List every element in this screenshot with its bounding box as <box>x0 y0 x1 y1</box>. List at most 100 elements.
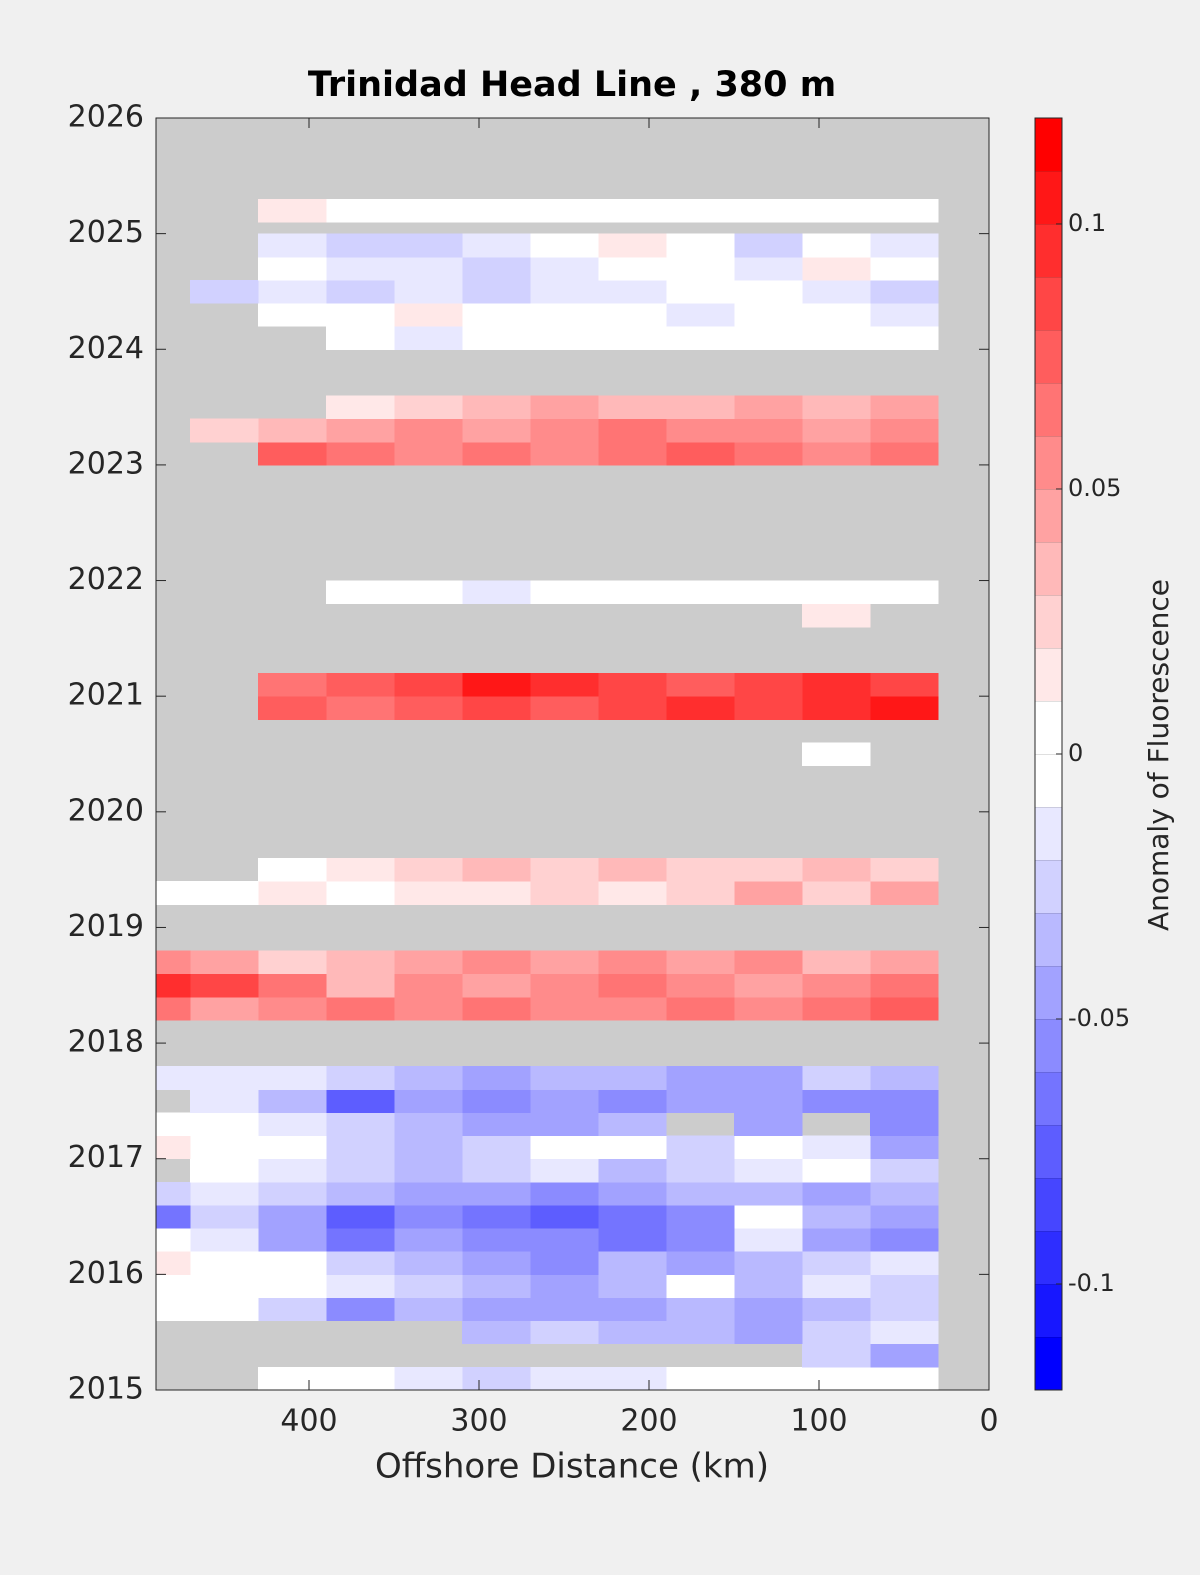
contour-cell <box>870 973 939 998</box>
y-tick-label: 2018 <box>68 1025 144 1060</box>
contour-cell <box>666 326 735 350</box>
contour-cell <box>258 881 327 905</box>
contour-cell <box>462 973 531 998</box>
contour-cell <box>734 1366 803 1390</box>
contour-cell <box>734 279 803 304</box>
contour-cell <box>258 950 327 975</box>
colorbar-band <box>1035 1019 1062 1072</box>
contour-cell <box>258 303 327 327</box>
contour-cell <box>530 233 599 258</box>
contour-cell <box>326 950 395 975</box>
contour-cell <box>666 233 735 258</box>
contour-cell <box>734 395 803 420</box>
contour-cell <box>666 1204 735 1229</box>
contour-cell <box>326 1251 395 1275</box>
contour-cell <box>258 1366 327 1390</box>
contour-cell <box>190 279 259 304</box>
colorbar-band <box>1035 542 1062 595</box>
contour-cell <box>326 1297 395 1322</box>
contour-cell <box>802 279 871 304</box>
y-tick-label: 2023 <box>68 446 144 481</box>
contour-cell <box>870 1181 939 1206</box>
contour-cell <box>666 673 735 697</box>
colorbar-tick-label: 0 <box>1068 739 1083 767</box>
contour-cell <box>598 1228 667 1252</box>
colorbar-band <box>1035 1072 1062 1125</box>
contour-cell <box>666 881 735 905</box>
colorbar-tick-label: -0.05 <box>1068 1004 1130 1032</box>
contour-cell <box>530 326 599 350</box>
contour-cell <box>394 881 463 905</box>
x-axis-label: Offshore Distance (km) <box>375 1447 769 1487</box>
contour-cell <box>530 881 599 905</box>
contour-cell <box>156 1135 191 1160</box>
contour-cell <box>462 1066 531 1090</box>
contour-cell <box>802 326 871 350</box>
contour-cell <box>462 326 531 350</box>
contour-cell <box>802 742 871 767</box>
contour-cell <box>530 303 599 327</box>
contour-cell <box>326 1181 395 1206</box>
colorbar-band <box>1035 595 1062 648</box>
contour-cell <box>190 950 259 975</box>
colorbar-band <box>1035 701 1062 754</box>
contour-cell <box>666 1251 735 1275</box>
contour-cell <box>394 441 463 466</box>
contour-cell <box>258 198 327 223</box>
contour-cell <box>666 1158 735 1183</box>
contour-cell <box>870 303 939 327</box>
contour-cell <box>734 1181 803 1206</box>
contour-cell <box>530 1135 599 1160</box>
contour-cell <box>394 233 463 258</box>
contour-cell <box>802 418 871 443</box>
contour-cell <box>190 1204 259 1229</box>
contour-cell <box>598 973 667 998</box>
contour-cell <box>258 418 327 443</box>
contour-cell <box>394 1066 463 1090</box>
contour-cell <box>734 418 803 443</box>
contour-cell <box>530 1366 599 1390</box>
contour-cell <box>394 279 463 304</box>
contour-cell <box>394 395 463 420</box>
contour-cell <box>190 1297 259 1322</box>
contour-cell <box>734 973 803 998</box>
contour-cell <box>598 1066 667 1090</box>
contour-cell <box>802 858 871 882</box>
colorbar-tick-label: 0.05 <box>1068 474 1121 502</box>
contour-cell <box>666 996 735 1021</box>
contour-cell <box>598 441 667 466</box>
contour-cell <box>870 441 939 466</box>
contour-cell <box>734 1066 803 1090</box>
contour-cell <box>156 881 191 905</box>
contour-cell <box>530 1066 599 1090</box>
contour-cell <box>802 1320 871 1345</box>
contour-cell <box>326 418 395 443</box>
contour-cell <box>802 973 871 998</box>
contour-cell <box>462 1158 531 1183</box>
contour-cell <box>258 1158 327 1183</box>
colorbar-band <box>1035 436 1062 489</box>
contour-cell <box>326 326 395 350</box>
contour-cell <box>870 326 939 350</box>
contour-cell <box>462 673 531 697</box>
contour-cell <box>734 858 803 882</box>
contour-cell <box>802 256 871 281</box>
contour-cell <box>734 881 803 905</box>
contour-cell <box>666 441 735 466</box>
chart-title: Trinidad Head Line , 380 m <box>308 65 836 105</box>
contour-cell <box>394 580 463 605</box>
contour-cell <box>394 1204 463 1229</box>
contour-cell <box>598 1274 667 1298</box>
contour-cell <box>326 1274 395 1298</box>
contour-cell <box>326 580 395 605</box>
contour-cell <box>598 1181 667 1206</box>
contour-cell <box>666 973 735 998</box>
contour-cell <box>462 233 531 258</box>
contour-cell <box>870 1135 939 1160</box>
contour-cell <box>258 1089 327 1113</box>
contour-cell <box>190 1158 259 1183</box>
y-tick-label: 2015 <box>68 1372 144 1407</box>
contour-cell <box>870 1204 939 1229</box>
contour-cell <box>326 256 395 281</box>
